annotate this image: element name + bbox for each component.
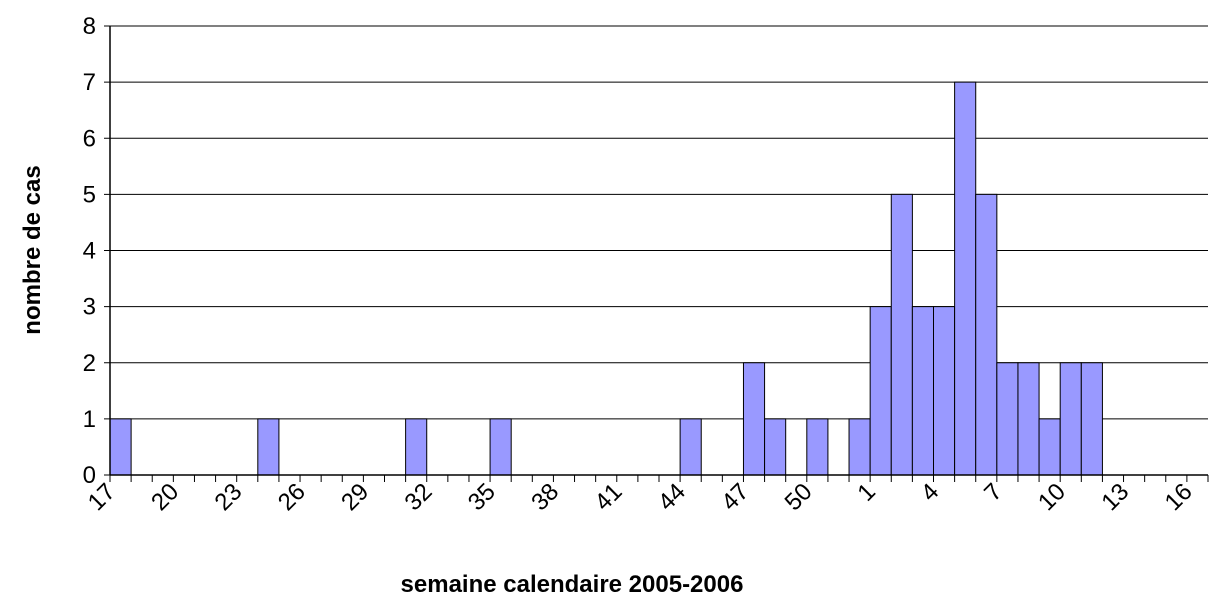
y-tick-label: 6 bbox=[83, 125, 96, 152]
x-tick-label: 44 bbox=[653, 478, 691, 516]
x-tick-label: 1 bbox=[852, 478, 881, 507]
x-tick-label: 35 bbox=[463, 478, 501, 516]
bar bbox=[869, 306, 892, 476]
x-tick-label: 4 bbox=[916, 478, 945, 507]
x-tick-label: 50 bbox=[780, 478, 818, 516]
bar bbox=[1038, 418, 1061, 476]
x-tick-label: 7 bbox=[979, 478, 1008, 507]
y-tick-label: 3 bbox=[83, 294, 96, 321]
bar bbox=[933, 306, 956, 476]
x-tick-label: 26 bbox=[273, 478, 311, 516]
x-tick-label: 47 bbox=[716, 478, 754, 516]
x-tick-label: 23 bbox=[210, 478, 248, 516]
y-tick-label: 1 bbox=[83, 406, 96, 433]
bar bbox=[911, 306, 935, 476]
y-tick-label: 5 bbox=[83, 181, 96, 208]
bar bbox=[1017, 362, 1040, 476]
x-axis-title: semaine calendaire 2005-2006 bbox=[401, 571, 744, 598]
bar bbox=[996, 362, 1019, 476]
bar bbox=[405, 418, 428, 476]
x-tick-label: 41 bbox=[590, 478, 628, 516]
x-tick-label: 16 bbox=[1160, 478, 1198, 516]
bar bbox=[764, 418, 787, 476]
bar bbox=[806, 418, 829, 476]
x-tick-label: 10 bbox=[1033, 478, 1071, 516]
x-tick-label: 32 bbox=[400, 478, 438, 516]
x-tick-label: 13 bbox=[1096, 478, 1134, 516]
y-tick-label: 2 bbox=[83, 350, 96, 377]
bar bbox=[257, 418, 280, 476]
x-tick-label: 38 bbox=[526, 478, 564, 516]
y-tick-label: 7 bbox=[83, 69, 96, 96]
bar bbox=[679, 418, 702, 476]
y-tick-label: 4 bbox=[83, 238, 96, 265]
bar bbox=[954, 81, 977, 476]
bar bbox=[742, 362, 766, 476]
y-axis-title: nombre de cas bbox=[19, 165, 46, 334]
x-tick-label: 29 bbox=[336, 478, 374, 516]
y-tick-label: 8 bbox=[83, 13, 96, 40]
y-tick-label: 0 bbox=[83, 462, 96, 489]
bar bbox=[489, 418, 512, 476]
bar bbox=[975, 193, 998, 476]
x-tick-label: 20 bbox=[146, 478, 184, 516]
bar bbox=[1080, 362, 1103, 476]
bar bbox=[1059, 362, 1082, 476]
bar bbox=[848, 418, 871, 476]
bar bbox=[890, 193, 913, 476]
bar bbox=[109, 418, 132, 476]
